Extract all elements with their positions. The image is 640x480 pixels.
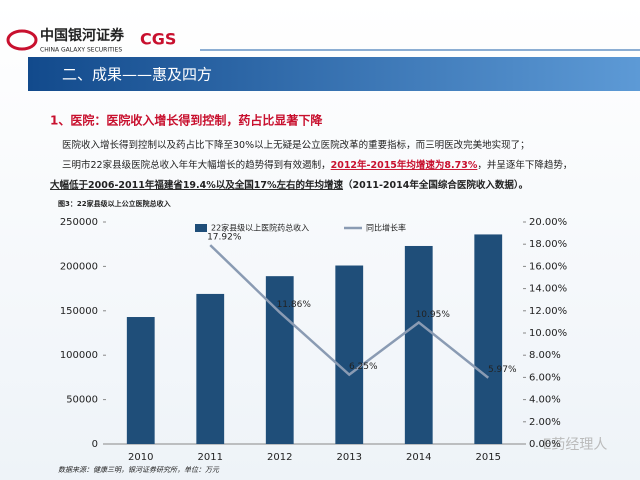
banner-title: 二、成果——惠及四方 bbox=[62, 66, 212, 84]
y2-tick-label: 18.00% bbox=[529, 239, 567, 250]
paragraph: 大幅低于2006-2011年福建省19.4%以及全国17%左右的年均增速（201… bbox=[50, 179, 528, 191]
figure-caption: 图3：22家县级以上公立医院总收入 bbox=[58, 199, 171, 208]
y-tick-label: 100000 bbox=[60, 350, 98, 361]
bar bbox=[404, 245, 433, 444]
text: （2011-2014年全国综合医院收入数据）。 bbox=[343, 179, 528, 191]
y2-tick-label: 0.00% bbox=[529, 439, 561, 450]
y2-tick-label: 10.00% bbox=[529, 328, 567, 339]
bar bbox=[474, 234, 503, 444]
x-tick-label: 2010 bbox=[128, 452, 153, 463]
legend-label: 同比增长率 bbox=[366, 223, 406, 233]
data-label: 17.92% bbox=[207, 233, 242, 243]
y2-tick-label: 16.00% bbox=[529, 261, 567, 272]
y2-tick-label: 4.00% bbox=[529, 395, 561, 406]
y-tick-label: 50000 bbox=[66, 395, 98, 406]
y2-tick-label: 14.00% bbox=[529, 284, 567, 295]
subtitle: 1、医院：医院收入增长得到控制，药占比显著下降 bbox=[50, 113, 323, 128]
y2-tick-label: 20.00% bbox=[529, 217, 567, 228]
data-label: 10.95% bbox=[416, 310, 451, 320]
y-tick-label: 150000 bbox=[60, 306, 98, 317]
logo-icon bbox=[6, 29, 38, 51]
text: 三明市22家县级医院总收入年年大幅增长的趋势得到有效遏制， bbox=[62, 159, 331, 171]
x-tick-label: 2011 bbox=[198, 452, 223, 463]
banner bbox=[28, 57, 640, 91]
legend-label: 22家县级以上医院药总收入 bbox=[211, 223, 309, 233]
y2-tick-label: 8.00% bbox=[529, 350, 561, 361]
y2-tick-label: 6.00% bbox=[529, 372, 561, 383]
line bbox=[209, 244, 490, 379]
text: 大幅低于2006-2011年福建省19.4%以及全国17%左右的年均增速 bbox=[50, 179, 344, 191]
y-tick-label: 200000 bbox=[60, 261, 98, 272]
bar bbox=[126, 317, 155, 444]
logo-cn: 中国银河证券 bbox=[40, 27, 125, 44]
x-tick-label: 2014 bbox=[406, 452, 431, 463]
logo-en: CHINA GALAXY SECURITIES bbox=[40, 47, 122, 54]
legend-swatch bbox=[195, 224, 207, 232]
bar bbox=[196, 293, 225, 444]
data-label: 6.25% bbox=[349, 362, 378, 372]
text: 医院收入增长得到控制以及药占比下降至30%以上无疑是公立医院改革的重要指标，而三… bbox=[62, 139, 530, 151]
y-tick-label: 250000 bbox=[60, 217, 98, 228]
watermark: E药经理人 bbox=[543, 437, 608, 453]
text: ，并呈逐年下降趋势， bbox=[477, 159, 572, 171]
highlight: 2012年-2015年均增速为8.73% bbox=[331, 159, 478, 171]
logo-mark: CGS bbox=[140, 30, 176, 49]
paragraph: 医院收入增长得到控制以及药占比下降至30%以上无疑是公立医院改革的重要指标，而三… bbox=[62, 139, 530, 151]
y2-tick-label: 12.00% bbox=[529, 306, 567, 317]
y2-tick-label: 2.00% bbox=[529, 417, 561, 428]
x-tick-label: 2013 bbox=[337, 452, 362, 463]
data-label: 11.86% bbox=[277, 300, 312, 310]
x-tick-label: 2012 bbox=[267, 452, 292, 463]
bar bbox=[335, 265, 364, 444]
source: 数据来源：健康三明，银河证券研究所，单位：万元 bbox=[58, 466, 220, 474]
data-label: 5.97% bbox=[488, 365, 517, 375]
y-tick-label: 0 bbox=[92, 439, 98, 450]
paragraph: 三明市22家县级医院总收入年年大幅增长的趋势得到有效遏制，2012年-2015年… bbox=[62, 159, 572, 171]
x-tick-label: 2015 bbox=[476, 452, 501, 463]
